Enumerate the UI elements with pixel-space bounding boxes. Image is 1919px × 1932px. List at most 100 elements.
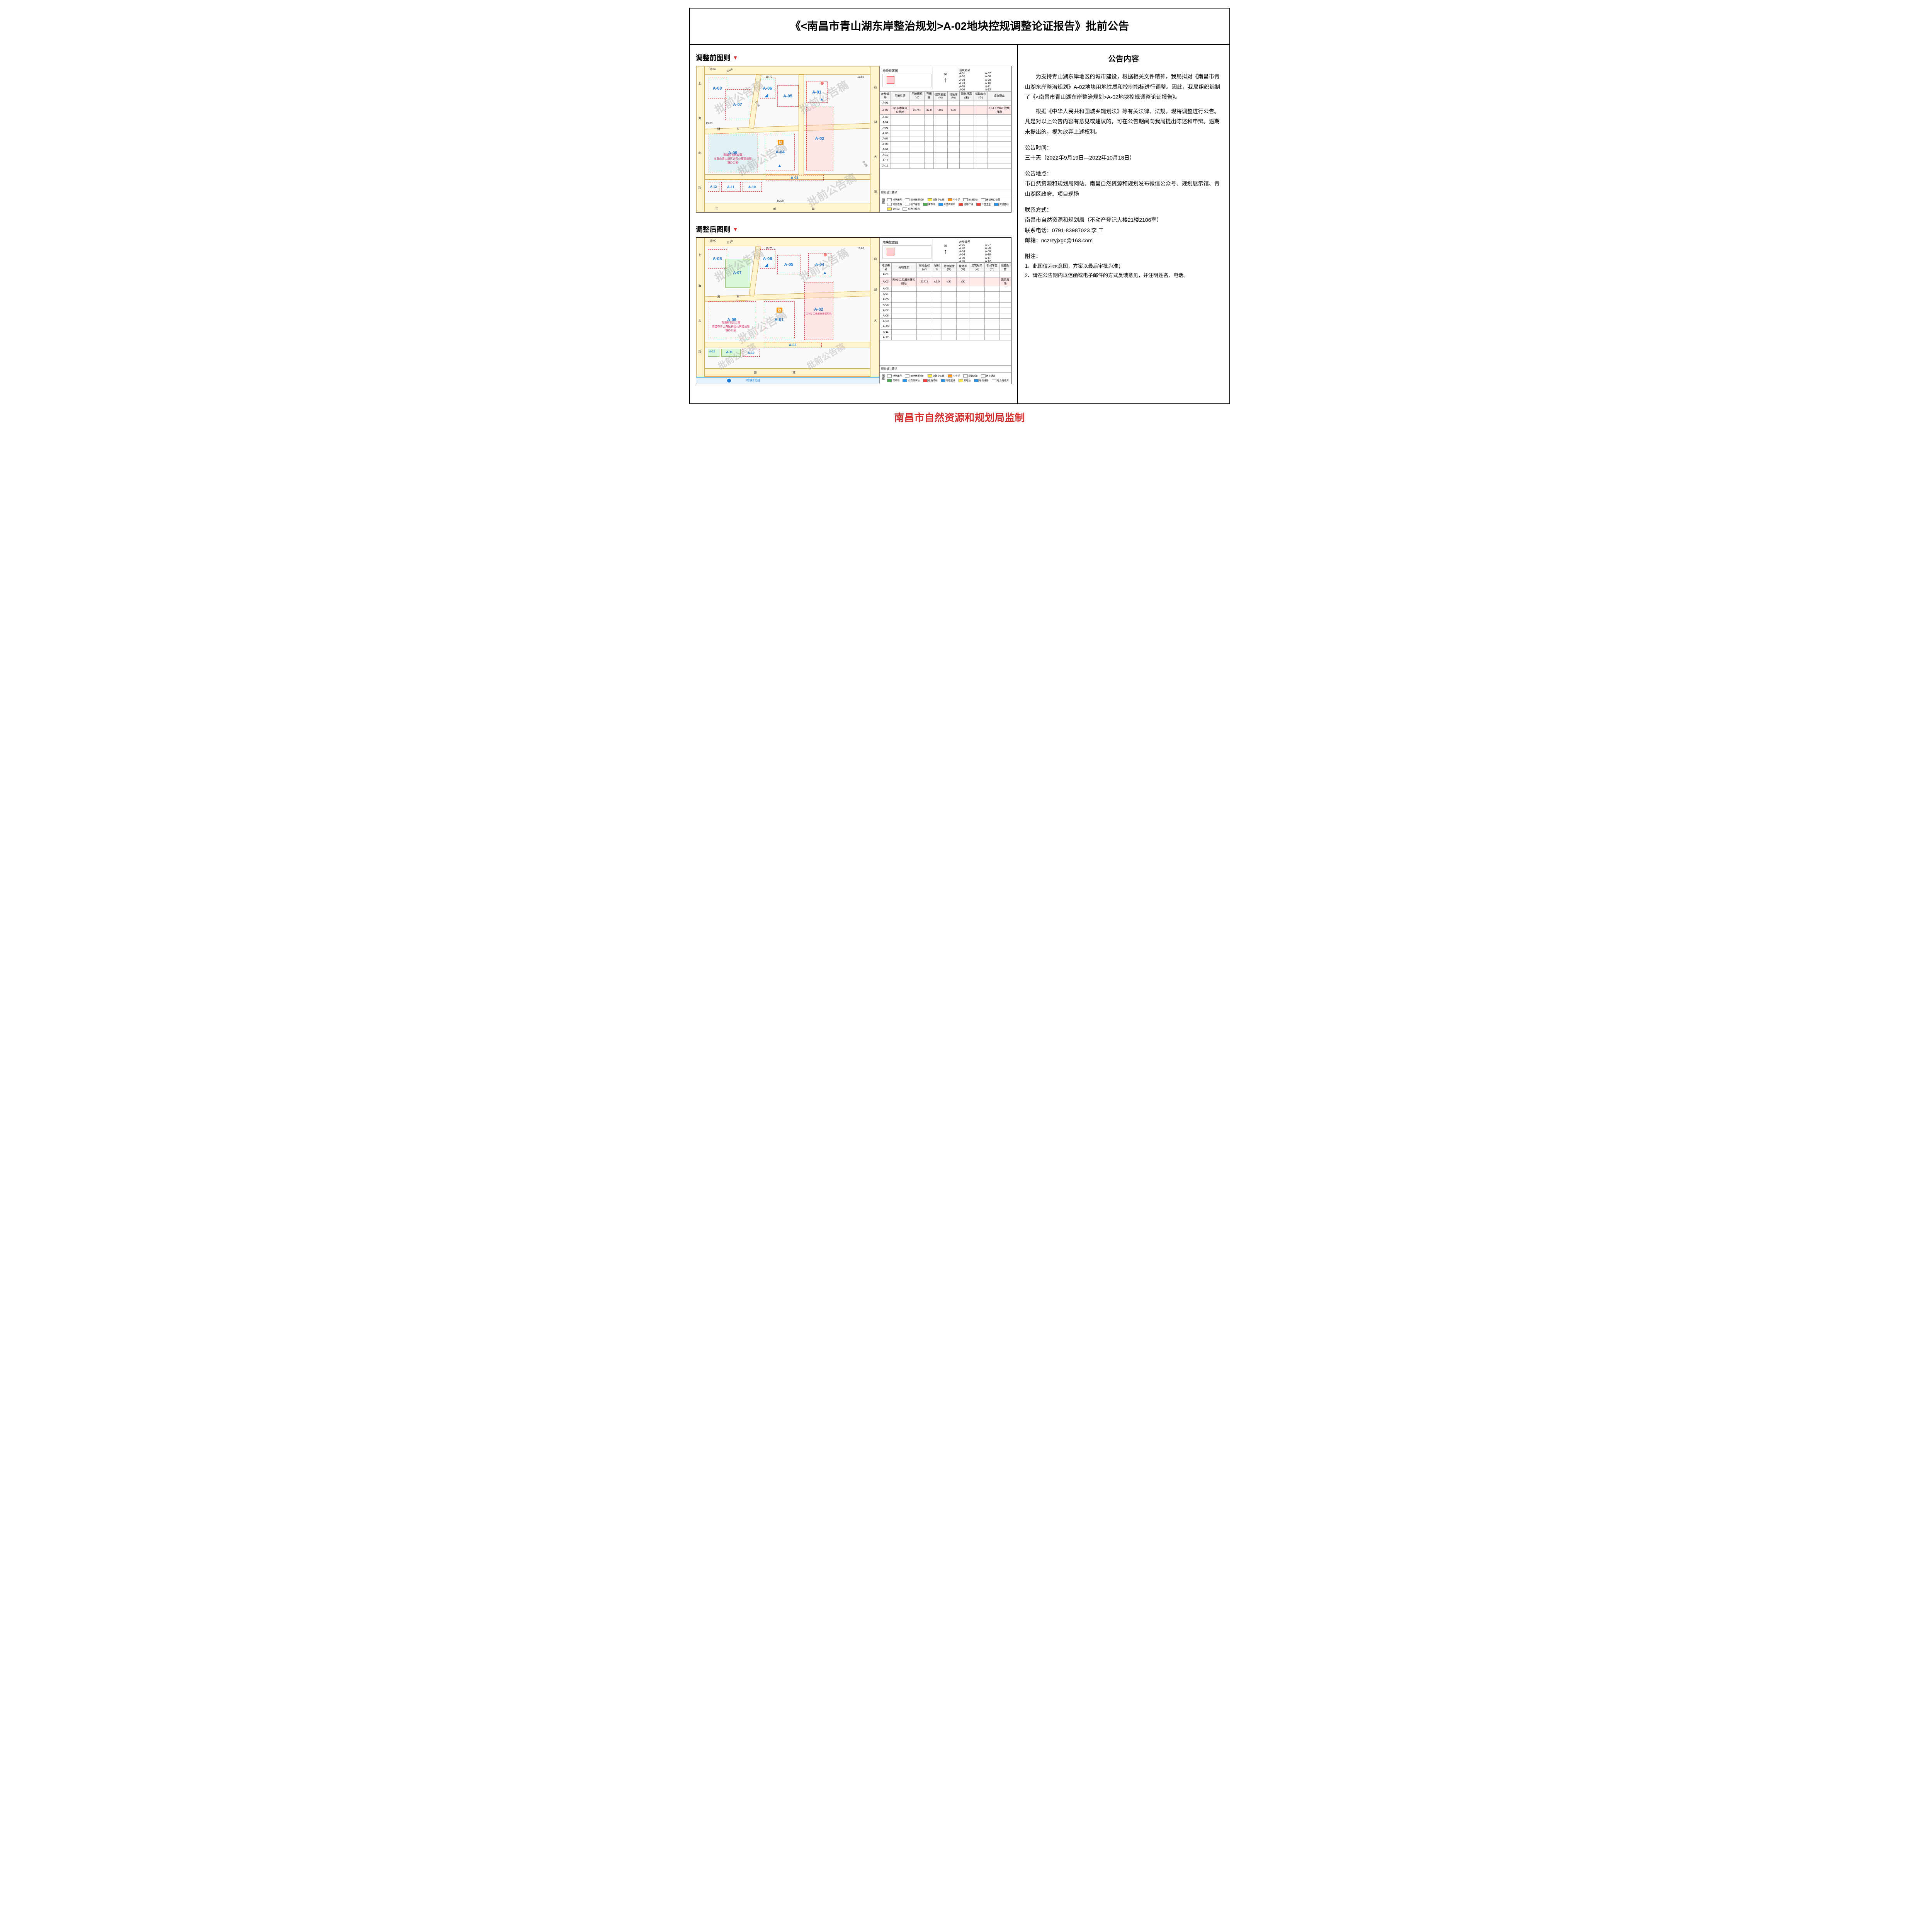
road-char: 威 [793, 371, 795, 374]
appendix1: 1、此图仅为示意图，方案以最后审批为准； [1025, 262, 1222, 271]
apt-note: 青湖村农民公寓 南昌市青山湖区农民公寓建设管理办公室 [714, 153, 752, 165]
road-char: 山 [874, 85, 877, 89]
block-a08: A-08 [708, 249, 727, 269]
compass: N ↑ [933, 239, 958, 261]
after-map-container: 地铁3号线 A-08 A-07 A-06 ◢ A-05 [696, 237, 1011, 384]
time-label: 公告时间： [1025, 143, 1222, 153]
block-a05: A-05 [777, 255, 801, 274]
metro-line: 地铁3号线 [696, 377, 880, 384]
dim: 19.60 [710, 240, 717, 242]
title-section: 《<南昌市青山湖东岸整治规划>A-02地块控规调整论证报告》批前公告 [690, 9, 1229, 45]
triangle-icon: ▼ [733, 226, 738, 232]
road-mid-h [704, 123, 870, 134]
content-title: 公告内容 [1025, 53, 1222, 64]
road-mid-h [704, 291, 870, 302]
road-char: 路 [699, 350, 701, 354]
contact-label: 联系方式： [1025, 205, 1222, 215]
block-a10: A-10 [743, 349, 760, 357]
road-char: 路 [699, 186, 701, 190]
info-table-after: 地块编号 用地性质 用地面积(㎡) 容积率 建筑密度(%) 绿地率(%) 建筑限… [880, 263, 1011, 366]
road-char: 大 [874, 319, 877, 323]
block-a02: A-02 07072 二类居住住宅用地 [804, 282, 833, 340]
road-char: 一 [756, 127, 759, 131]
legend-after: 图例 地块编号 用地性质代码 道路中心线 中小学 规划道路 地下通道 菜市场 [880, 372, 1011, 384]
block-a06: A-06 ◢ [760, 249, 775, 269]
contact-value2: 联系电话：0791-83987023 李 工 [1025, 225, 1222, 236]
road-bottom [696, 204, 880, 212]
road-v2 [799, 75, 804, 175]
right-column: 公告内容 为支持青山湖东岸地区的城市建设，根据相关文件精神，我局拟对《南昌市青山… [1018, 45, 1229, 403]
kindergarten-icon: 幼 [777, 308, 782, 313]
location-value: 市自然资源和规划局网站、南昌自然资源和规划发布微信公众号、规划展示馆、青山湖区政… [1025, 179, 1222, 199]
compass-icon: ↑ [944, 76, 947, 84]
road-char: 路 [812, 207, 815, 211]
dim: 19.80 [857, 247, 864, 250]
side-label1: 规划设计要点 [880, 189, 1011, 196]
tri-icon: ▲ [823, 270, 827, 275]
road-char: 江 [716, 206, 718, 210]
block-a11: A-11 [721, 349, 741, 357]
left-column: 调整前图则 ▼ A-08 [690, 45, 1018, 403]
block-a01: A-01 ⊕ ▲ [806, 82, 828, 103]
dim: R300 [777, 200, 784, 202]
road-left [696, 238, 705, 384]
block-a12: A-12 [708, 182, 719, 192]
highlight-row: A-02 02 非市属办公用地 23751 ≤2.0 ≤55 ≥35 0.14-… [880, 106, 1011, 115]
footer: 南昌市自然资源和规划局监制 [8, 404, 1911, 426]
road-char: 东 [737, 127, 739, 131]
time-value: 三十天（2022年9月19日—2022年10月18日） [1025, 153, 1222, 163]
road-char: 北 [699, 151, 701, 155]
block-a08: A-08 [708, 78, 727, 99]
road-char: 湖 [717, 295, 720, 299]
after-map-area: 地铁3号线 A-08 A-07 A-06 ◢ A-05 [696, 238, 880, 384]
dim: 19.60 [710, 68, 717, 71]
road-bottom [696, 368, 880, 377]
side-label1: 规划设计要点 [880, 366, 1011, 372]
block-a06: A-06 ◢ [760, 78, 775, 99]
before-label: 调整前图则 [696, 53, 731, 63]
road-top [696, 238, 880, 246]
document-container: 《<南昌市青山湖东岸整治规划>A-02地块控规调整论证报告》批前公告 调整前图则… [689, 8, 1230, 404]
road-char: 上 [699, 82, 701, 85]
after-map-info: 地块位置图 N ↑ 地块编号 [879, 238, 1011, 384]
before-map-area: A-08 A-07 A-06 ◢ A-05 A-01 ⊕ ▲ [696, 66, 880, 212]
before-map-container: A-08 A-07 A-06 ◢ A-05 A-01 ⊕ ▲ [696, 66, 1011, 213]
road-char: 山 [874, 257, 877, 261]
location-label: 公告地点： [1025, 168, 1222, 179]
block-a10: A-10 [743, 182, 762, 192]
appendix2: 2、请在公告期内以信函或电子邮件的方式反馈意见，并注明姓名、电话。 [1025, 271, 1222, 281]
road-char: 湖 [874, 288, 877, 292]
dim: 19.80 [857, 76, 864, 78]
metro-station-icon [727, 379, 731, 383]
road-char: 国 [754, 371, 757, 374]
tri-icon2: ▲ [778, 163, 782, 168]
compass: N ↑ [933, 68, 958, 89]
para1: 为支持青山湖东岸地区的城市建设，根据相关文件精神，我局拟对《南昌市青山湖东岸整治… [1025, 71, 1222, 102]
para2: 根据《中华人民共和国城乡规划法》等有关法律、法规，现将调整进行公告。凡是对以上公… [1025, 106, 1222, 137]
flag-icon: ◢ [765, 262, 768, 267]
dim: 19.80 [706, 122, 713, 125]
contact-value1: 南昌市自然资源和规划局（不动产登记大楼21楼2106室） [1025, 215, 1222, 225]
block-a01: A-01 幼 [764, 301, 795, 338]
legend-before: 图例 地块编号 用地性质代码 道路中心线 中小学 地块指标 建议开口位置 规划道… [880, 196, 1011, 212]
kindergarten-icon: 幼 [778, 140, 784, 145]
road-char: 上 [699, 253, 701, 257]
block-a07: A-07 [725, 89, 750, 120]
block-index: 地块编号 A-01 A-02 A-03 A-04 A-05 A-06 A-07 [958, 68, 1010, 89]
after-label: 调整后图则 [696, 224, 731, 234]
road-char: 湖 [874, 120, 877, 124]
block-a12: A-12 [708, 349, 719, 357]
road-v1 [749, 246, 761, 297]
dim: D-25 [862, 161, 868, 167]
info-table-before: 地块编号 用地性质 用地面积(㎡) 容积率 建筑密度(%) 绿地率(%) 建筑限… [880, 91, 1011, 189]
road-char: 东 [737, 295, 739, 299]
info-top: 地块位置图 N ↑ 地块编号 [880, 66, 1011, 91]
road-left [696, 66, 705, 212]
block-a03: A-03 [766, 175, 824, 180]
block-a05: A-05 [777, 85, 799, 107]
block-a03: A-03 [764, 343, 822, 347]
block-a07-green: A-07 [725, 259, 750, 288]
block-a02: A-02 [806, 107, 833, 170]
compass-icon: ↑ [944, 248, 947, 256]
flag-icon: ◢ [765, 93, 768, 98]
